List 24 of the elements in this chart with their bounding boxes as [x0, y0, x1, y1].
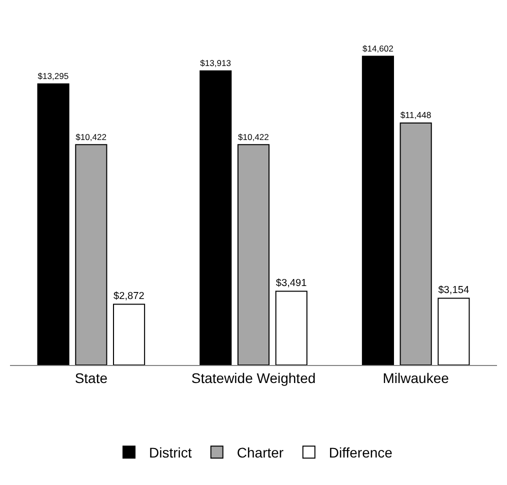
bar — [237, 144, 270, 365]
data-label: $3,154 — [438, 285, 470, 296]
data-label: $14,602 — [362, 43, 394, 54]
data-label: $13,295 — [38, 71, 69, 82]
bar — [37, 83, 70, 365]
bar — [362, 56, 394, 365]
data-label: $2,872 — [114, 291, 145, 302]
legend-label: Difference — [328, 444, 393, 461]
data-label: $10,422 — [76, 132, 107, 142]
data-label: $3,491 — [276, 278, 308, 290]
bar — [400, 122, 432, 365]
bar — [438, 298, 470, 365]
bar — [275, 290, 308, 365]
x-tick-label: State — [74, 370, 108, 386]
x-tick-label: Milwaukee — [382, 370, 450, 386]
legend-label: Charter — [236, 444, 284, 461]
bar — [200, 70, 232, 365]
data-label: $10,422 — [238, 132, 270, 142]
bar — [113, 304, 146, 365]
x-tick-label: Statewide Weighted — [191, 370, 316, 386]
data-label: $13,913 — [200, 58, 232, 68]
data-label: $11,448 — [400, 110, 432, 120]
bar — [75, 144, 108, 365]
legend-label: District — [149, 444, 192, 461]
